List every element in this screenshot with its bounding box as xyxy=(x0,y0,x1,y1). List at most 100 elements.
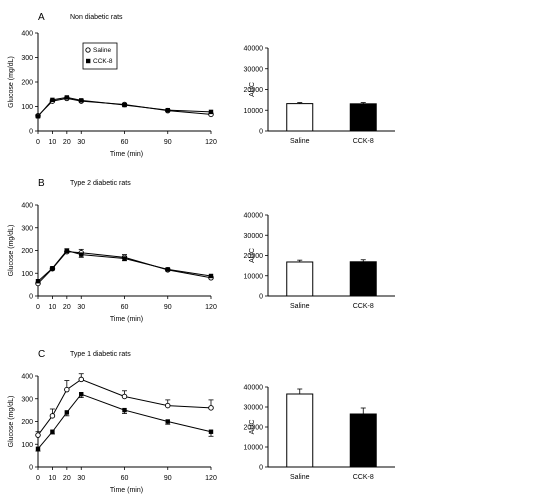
y-tick-label: 30000 xyxy=(244,405,264,412)
panel-title: Type 2 diabetic rats xyxy=(70,180,131,187)
y-axis-title: Glucose (mg/dL) xyxy=(8,225,15,277)
data-point xyxy=(78,376,84,383)
data-point xyxy=(50,429,55,434)
x-axis-title: Time (min) xyxy=(110,316,143,323)
x-tick-label: 90 xyxy=(164,304,172,311)
x-tick-label: 0 xyxy=(36,304,40,311)
y-axis-title: Glucose (mg/dL) xyxy=(8,56,15,108)
x-axis-title: Time (min) xyxy=(110,151,143,158)
data-point xyxy=(79,392,84,397)
y-axis-title: AUC xyxy=(249,82,256,97)
series-line-cck-8 xyxy=(37,393,212,450)
x-tick-label: 0 xyxy=(36,475,40,482)
x-axis-title: Time (min) xyxy=(110,487,143,494)
y-tick-label: 10000 xyxy=(244,108,264,115)
data-point xyxy=(208,429,214,434)
data-point xyxy=(35,446,41,451)
x-tick-label: 90 xyxy=(164,139,172,146)
x-tick-label: 60 xyxy=(121,139,129,146)
panel-letter: A xyxy=(38,12,45,23)
data-point xyxy=(50,266,55,271)
data-point xyxy=(49,413,56,419)
category-label: CCK-8 xyxy=(353,303,374,310)
data-point xyxy=(64,95,70,100)
x-tick-label: 120 xyxy=(205,475,217,482)
y-tick-label: 400 xyxy=(21,203,33,210)
y-tick-label: 200 xyxy=(21,248,33,255)
x-tick-label: 60 xyxy=(121,475,129,482)
category-label: Saline xyxy=(290,303,310,310)
y-axis-title: Glucose (mg/dL) xyxy=(8,396,15,448)
data-point xyxy=(35,279,41,284)
y-axis-title: AUC xyxy=(249,420,256,435)
y-axis-title: AUC xyxy=(249,248,256,263)
x-tick-label: 10 xyxy=(49,475,57,482)
y-tick-label: 100 xyxy=(21,442,33,449)
legend-label: Saline xyxy=(93,47,111,54)
data-point xyxy=(208,109,214,115)
data-point xyxy=(208,273,214,279)
data-point xyxy=(165,107,170,113)
data-point xyxy=(35,114,41,119)
x-tick-label: 60 xyxy=(121,304,129,311)
data-point xyxy=(64,386,70,393)
panel-letter: C xyxy=(38,349,45,360)
bar-saline xyxy=(286,393,314,468)
y-tick-label: 10000 xyxy=(244,273,264,280)
y-tick-label: 400 xyxy=(21,31,33,38)
line-chart-c: C Type 1 diabetic rats 0 100 200 300 400 0 10 20 3… xyxy=(8,349,217,494)
x-tick-label: 20 xyxy=(63,304,71,311)
y-tick-label: 0 xyxy=(29,465,33,472)
category-label: Saline xyxy=(290,138,310,145)
category-label: CCK-8 xyxy=(353,474,374,481)
legend-marker xyxy=(86,58,91,64)
data-point xyxy=(64,410,70,415)
y-tick-label: 40000 xyxy=(244,46,264,53)
bar-cck-8 xyxy=(349,261,377,297)
data-point xyxy=(64,248,70,253)
data-point xyxy=(50,97,55,103)
y-tick-label: 30000 xyxy=(244,233,264,240)
x-tick-label: 90 xyxy=(164,475,172,482)
data-point xyxy=(165,419,170,424)
bar-cck-8 xyxy=(349,103,377,132)
panel-title: Non diabetic rats xyxy=(70,14,123,21)
y-tick-label: 30000 xyxy=(244,66,264,73)
data-point xyxy=(208,405,214,411)
legend-box xyxy=(82,42,118,70)
x-tick-label: 10 xyxy=(49,139,57,146)
series-line-saline xyxy=(37,378,212,436)
y-tick-label: 10000 xyxy=(244,445,264,452)
category-label: Saline xyxy=(290,474,310,481)
y-tick-label: 0 xyxy=(29,294,33,301)
legend-marker xyxy=(85,47,91,53)
y-tick-label: 0 xyxy=(259,465,263,472)
y-tick-label: 300 xyxy=(21,225,33,232)
panel-title: Type 1 diabetic rats xyxy=(70,351,131,358)
y-tick-label: 0 xyxy=(259,129,263,136)
y-tick-label: 20000 xyxy=(244,425,264,432)
bar-chart-c: 0 10000 20000 30000 40000 AUC Saline CCK-8 xyxy=(244,385,395,481)
data-point xyxy=(122,256,127,261)
y-tick-label: 100 xyxy=(21,104,33,111)
x-tick-label: 30 xyxy=(77,139,85,146)
y-tick-label: 40000 xyxy=(244,385,264,392)
x-tick-label: 0 xyxy=(36,139,40,146)
legend-label: CCK-8 xyxy=(93,58,113,65)
bar-saline xyxy=(286,261,314,297)
bar-chart-b: 0 10000 20000 30000 40000 AUC Saline CCK-8 xyxy=(244,213,395,310)
x-tick-label: 10 xyxy=(49,304,57,311)
y-tick-label: 100 xyxy=(21,271,33,278)
data-point xyxy=(122,407,127,413)
y-tick-label: 300 xyxy=(21,396,33,403)
y-tick-label: 20000 xyxy=(244,87,264,94)
data-point xyxy=(79,98,84,103)
y-tick-label: 0 xyxy=(259,294,263,301)
line-chart-a: A Non diabetic rats 0 100 200 300 400 0 10 20 30 60… xyxy=(8,12,217,158)
y-tick-label: 200 xyxy=(21,419,33,426)
x-tick-label: 20 xyxy=(63,139,71,146)
y-tick-label: 300 xyxy=(21,55,33,62)
y-tick-label: 0 xyxy=(29,129,33,136)
panel-letter: B xyxy=(38,178,45,189)
